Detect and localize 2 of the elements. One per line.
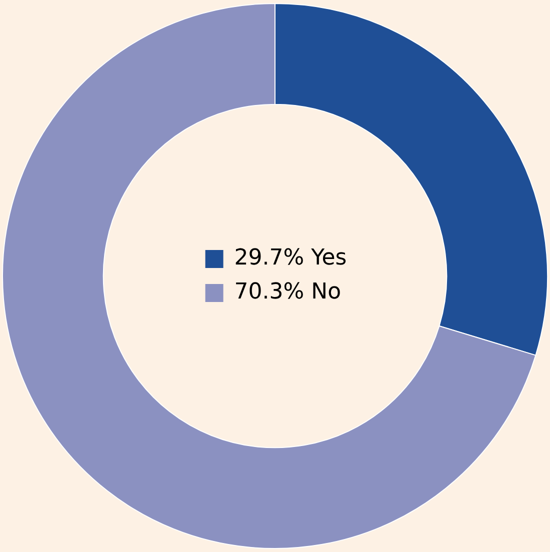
legend-label: 70.3% No xyxy=(234,280,342,305)
legend-label: 29.7% Yes xyxy=(234,246,347,271)
